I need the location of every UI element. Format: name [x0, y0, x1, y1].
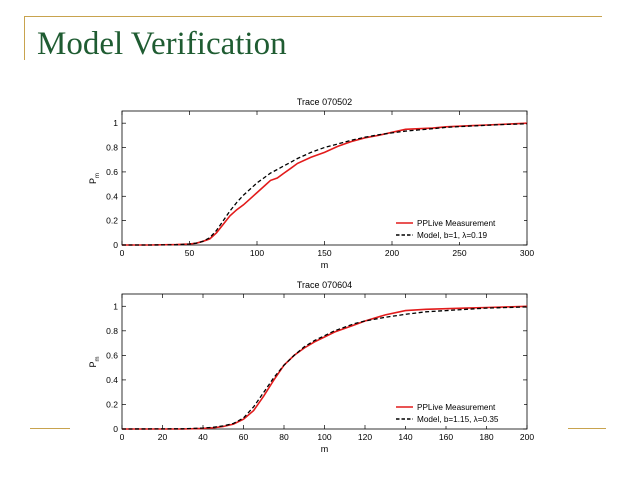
legend-label: Model, b=1, λ=0.19	[417, 231, 488, 240]
legend-label: PPLive Measurement	[417, 219, 496, 228]
x-tick-label: 180	[479, 432, 493, 442]
legend-label: Model, b=1.15, λ=0.35	[417, 415, 499, 424]
legend-box	[393, 400, 524, 426]
x-tick-label: 140	[398, 432, 412, 442]
x-tick-label: 200	[385, 248, 399, 258]
x-tick-label: 250	[452, 248, 466, 258]
y-tick-label: 0	[113, 240, 118, 250]
x-tick-label: 200	[520, 432, 534, 442]
lower-left-accent-rule	[30, 428, 70, 429]
x-tick-label: 100	[250, 248, 264, 258]
series-measurement-line	[122, 122, 528, 246]
y-tick-label: 0	[113, 424, 118, 434]
x-tick-label: 160	[439, 432, 453, 442]
x-tick-label: 60	[239, 432, 249, 442]
x-axis-label: m	[321, 260, 329, 270]
y-axis-label-subscript: m	[95, 173, 101, 178]
x-tick-label: 150	[317, 248, 331, 258]
x-tick-label: 20	[158, 432, 168, 442]
y-axis-label: Pm	[88, 356, 101, 367]
y-tick-label: 0.8	[106, 326, 118, 336]
x-axis-label: m	[321, 444, 329, 454]
y-tick-label: 0.6	[106, 350, 118, 360]
x-tick-label: 40	[198, 432, 208, 442]
y-tick-label: 1	[113, 118, 118, 128]
y-tick-label: 0.8	[106, 143, 118, 153]
y-axis-label-subscript: m	[95, 356, 101, 361]
chart-title: Trace 070502	[297, 97, 352, 107]
legend-box	[393, 216, 524, 242]
y-tick-label: 0.4	[106, 191, 118, 201]
chart-title: Trace 070604	[297, 280, 352, 290]
x-tick-label: 0	[120, 432, 125, 442]
x-tick-label: 120	[358, 432, 372, 442]
y-tick-label: 0.2	[106, 216, 118, 226]
y-tick-label: 1	[113, 301, 118, 311]
x-tick-label: 0	[120, 248, 125, 258]
top-accent-rule	[24, 16, 602, 17]
y-tick-label: 0.4	[106, 375, 118, 385]
x-tick-label: 80	[279, 432, 289, 442]
slide-title: Model Verification	[37, 26, 287, 62]
y-axis-label: Pm	[88, 173, 101, 184]
legend-label: PPLive Measurement	[417, 403, 496, 412]
x-tick-label: 300	[520, 248, 534, 258]
x-tick-label: 100	[317, 432, 331, 442]
series-model-line	[121, 306, 528, 430]
y-tick-label: 0.6	[106, 167, 118, 177]
lower-right-accent-rule	[568, 428, 606, 429]
y-tick-label: 0.2	[106, 399, 118, 409]
left-accent-rule	[24, 16, 25, 60]
x-tick-label: 50	[185, 248, 195, 258]
